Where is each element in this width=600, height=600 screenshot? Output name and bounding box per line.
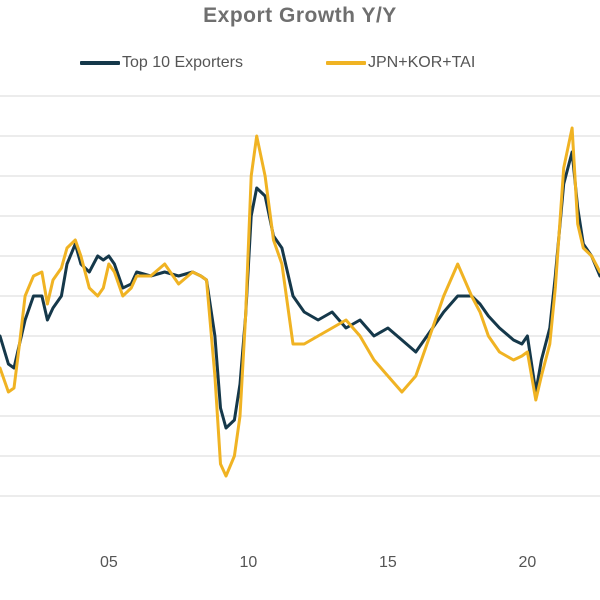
grid-lines [0,95,600,497]
x-tick-label-1: 10 [239,554,257,571]
legend-label-jkt: JPN+KOR+TAI [368,54,476,71]
legend-swatch-jkt [326,61,366,65]
legend-item-jkt: JPN+KOR+TAI [326,54,475,72]
legend-item-top10: Top 10 Exporters [80,54,243,72]
legend-swatch-top10 [80,61,120,65]
legend: Top 10 Exporters JPN+KOR+TAI [0,54,600,78]
x-tick-label-2: 15 [379,554,397,571]
series-line-0 [0,150,600,430]
chart-title: Export Growth Y/Y [203,4,397,27]
x-tick-label-3: 20 [519,554,537,571]
x-axis-ticks: 05 10 15 20 [100,554,537,571]
legend-label-top10: Top 10 Exporters [122,54,243,71]
x-tick-label-0: 05 [100,554,118,571]
series-line-1 [0,126,600,478]
series-lines [0,126,600,478]
